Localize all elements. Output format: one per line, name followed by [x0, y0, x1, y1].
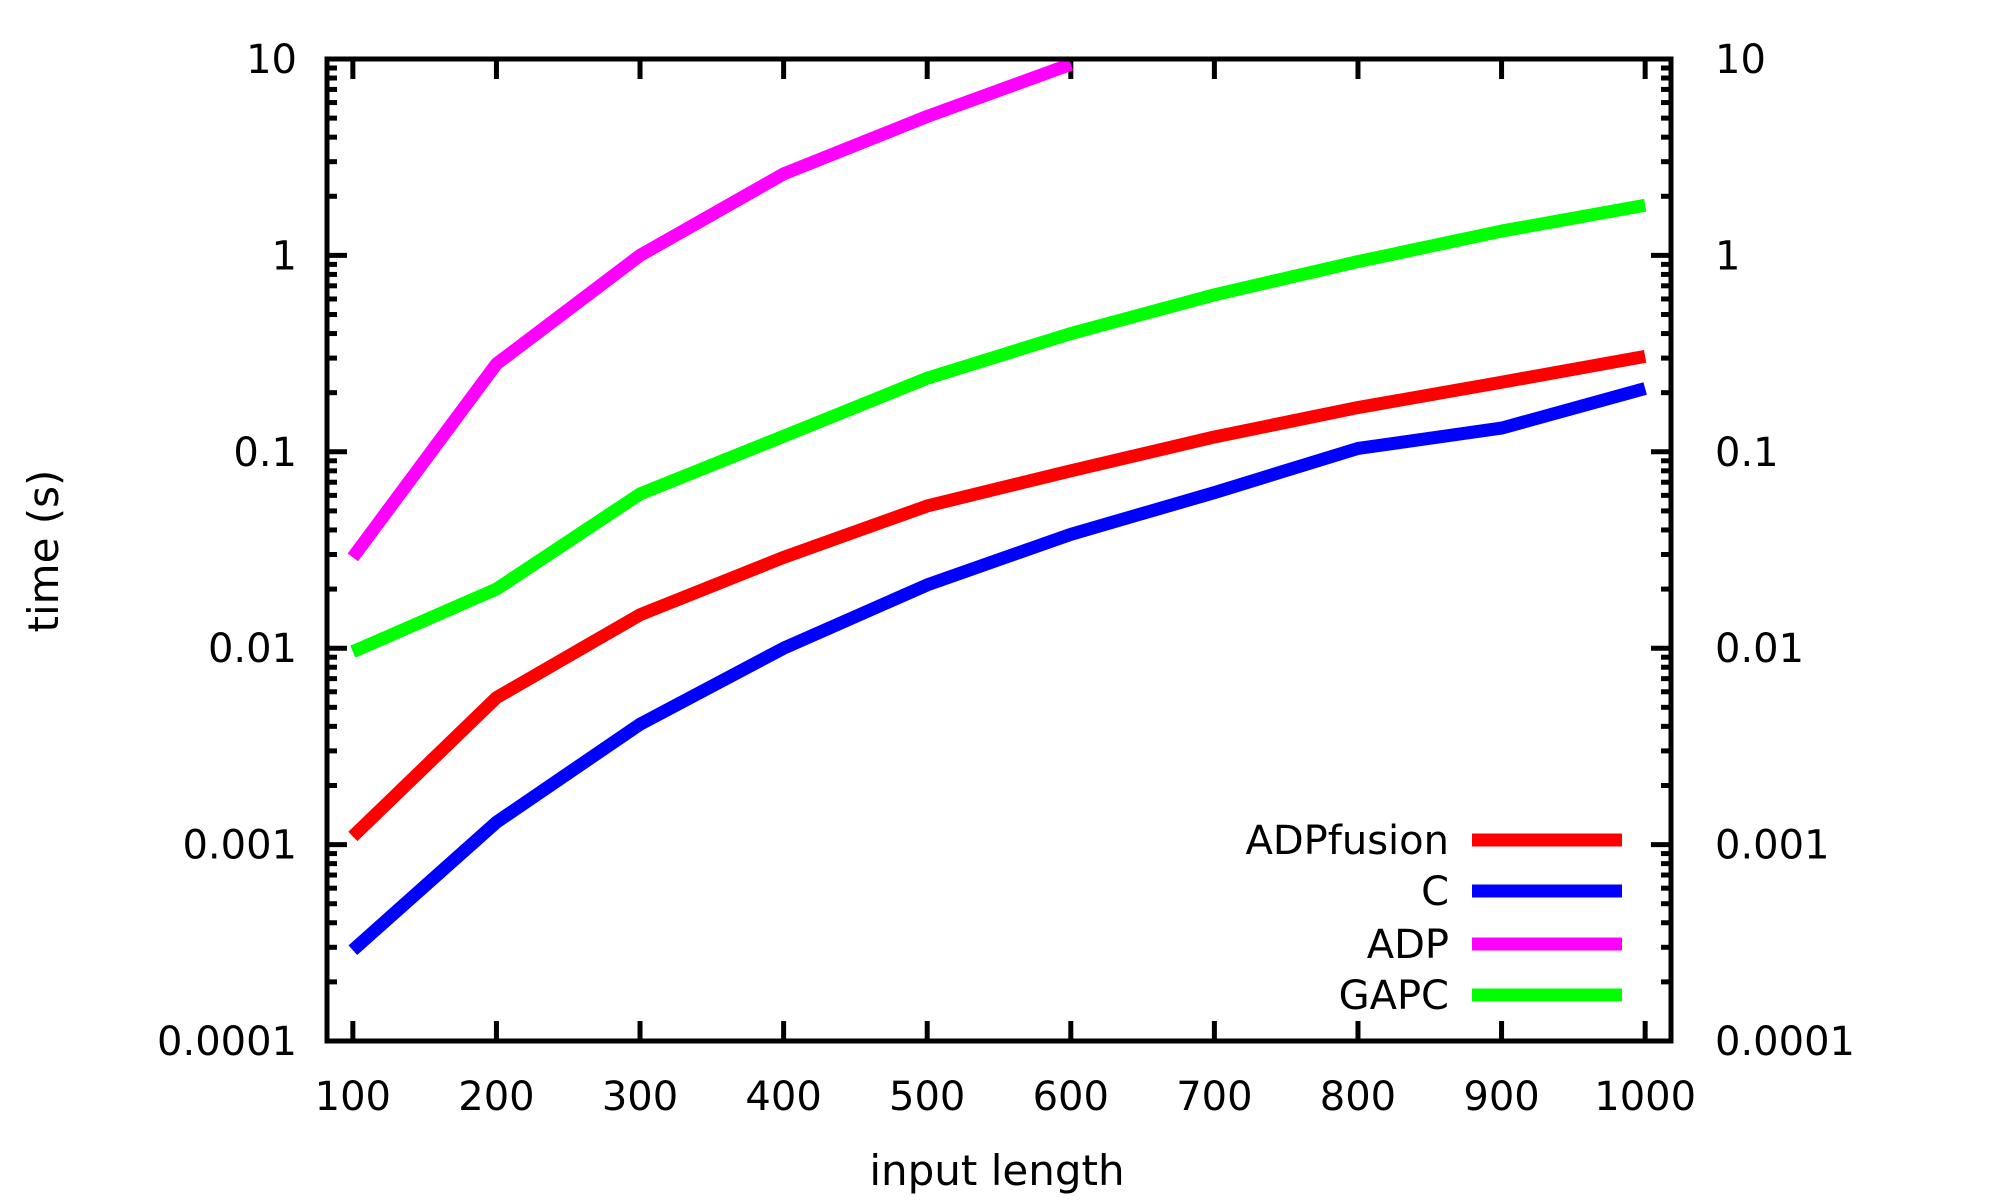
x-axis-label: input length: [869, 1146, 1124, 1195]
y-tick-label-right: 0.01: [1715, 626, 1804, 672]
series-line-gapc: [350, 198, 1647, 658]
plot-frame: [324, 56, 1674, 1044]
y-axis-label: time (s): [19, 470, 68, 633]
y-tick-label: 10: [246, 37, 297, 83]
x-tick-label: 500: [889, 1074, 965, 1120]
series-line-adpfusion: [348, 350, 1647, 842]
x-tick-label: 400: [745, 1074, 821, 1120]
y-tick-label: 0.01: [208, 626, 297, 672]
y-tick-label-right: 0.1: [1715, 430, 1779, 476]
series-line-adp: [347, 58, 1074, 562]
axis-ticks: [327, 56, 1671, 1044]
y-tick-label: 0.001: [182, 823, 297, 869]
y-tick-label-right: 0.0001: [1715, 1019, 1855, 1065]
x-tick-label: 1000: [1594, 1074, 1696, 1120]
x-tick-label: 200: [458, 1074, 534, 1120]
x-tick-label: 800: [1320, 1074, 1396, 1120]
legend-label: ADPfusion: [1246, 818, 1450, 864]
y-tick-label: 0.0001: [157, 1019, 297, 1065]
legend: ADPfusion C ADP GAPC: [1246, 818, 1622, 1019]
legend-label: C: [1421, 869, 1449, 915]
x-tick-label: 300: [602, 1074, 678, 1120]
x-tick-label: 700: [1176, 1074, 1252, 1120]
y-tick-label: 0.1: [233, 430, 297, 476]
tick-labels: 100 200 300 400 500 600 700 800 900 1000 10 10 1 1 0.1…: [157, 37, 1855, 1120]
y-tick-label-right: 1: [1715, 233, 1740, 279]
legend-label: GAPC: [1339, 973, 1449, 1019]
series-line-c: [348, 382, 1647, 956]
x-tick-label: 600: [1033, 1074, 1109, 1120]
x-tick-label: 100: [315, 1074, 391, 1120]
y-tick-label-right: 0.001: [1715, 823, 1830, 869]
legend-label: ADP: [1367, 922, 1449, 968]
y-tick-label: 1: [272, 233, 297, 279]
x-tick-label: 900: [1463, 1074, 1539, 1120]
series-lines: [347, 58, 1647, 956]
y-tick-label-right: 10: [1715, 37, 1766, 83]
